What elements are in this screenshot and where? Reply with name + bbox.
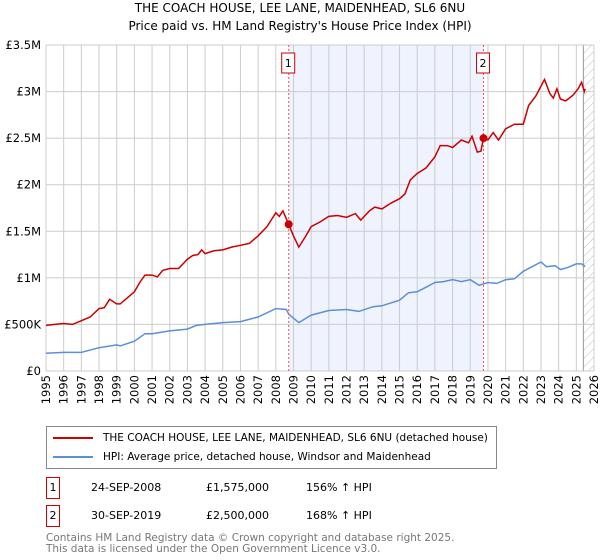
sale-label-box [476,52,491,74]
shaded-ownership-period [288,45,484,371]
x-tick-label: 2005 [216,375,230,404]
x-tick-label: 2010 [304,375,318,404]
x-tick-label: 1997 [74,375,88,404]
price-chart: 1 2 £0 £500K £1M £1.5M £2M £2.5M £3M £3.5M 1995 199… [4,38,600,404]
x-tick-label: 2021 [499,375,513,404]
chart-subtitle: Price paid vs. HM Land Registry's House … [128,19,472,33]
x-tick-label: 2000 [127,375,141,404]
x-tick-label: 2013 [357,375,371,404]
x-tick-label: 1999 [110,375,124,404]
sale-price: £1,575,000 [206,481,269,494]
y-tick-label: £2.5M [5,131,41,145]
x-tick-label: 1995 [39,375,53,404]
x-tick-label: 2020 [481,375,495,404]
x-tick-label: 2025 [569,375,583,404]
chart-legend: THE COACH HOUSE, LEE LANE, MAIDENHEAD, S… [46,426,497,469]
x-tick-label: 2011 [322,375,336,404]
x-tick-label: 2017 [428,375,442,404]
sale-date: 30-SEP-2019 [91,509,162,522]
x-tick-label: 2004 [198,375,212,404]
x-tick-label: 2009 [286,375,300,404]
chart-title: THE COACH HOUSE, LEE LANE, MAIDENHEAD, S… [134,1,466,15]
hpi-line [45,261,586,355]
property-price-line [45,77,586,327]
x-tick-label: 1996 [57,375,71,404]
x-tick-label: 1998 [92,375,106,404]
x-tick-label: 2018 [446,375,460,404]
hatched-future-region [583,45,594,371]
sale-point [284,220,293,229]
sale-hpi-change: 168% ↑ HPI [306,509,372,522]
y-tick-label: £2M [16,178,41,192]
y-tick-label: £1M [16,271,41,285]
legend-label-hpi: HPI: Average price, detached house, Wind… [103,451,431,463]
x-tick-label: 2008 [269,375,283,404]
y-tick-label: £0 [26,364,41,378]
sale-number-badge: 2 [46,505,60,527]
sale-point [479,134,488,143]
x-tick-label: 2003 [180,375,194,404]
sale-number-badge: 1 [46,477,60,499]
y-tick-label: £3M [16,85,41,99]
x-tick-label: 2016 [410,375,424,404]
x-tick-label: 2014 [375,375,389,404]
y-tick-label: £500K [4,317,41,331]
sale-label-box [281,52,296,74]
x-tick-label: 2002 [163,375,177,404]
legend-item-hpi: HPI: Average price, detached house, Wind… [53,449,431,465]
x-tick-label: 2001 [145,375,159,404]
legend-swatch-red [53,437,93,439]
legend-label-property: THE COACH HOUSE, LEE LANE, MAIDENHEAD, S… [103,432,488,444]
y-tick-label: £3.5M [5,38,41,52]
footer-copyright: Contains HM Land Registry data © Crown c… [46,532,455,544]
y-tick-label: £1.5M [5,224,41,238]
x-tick-label: 2015 [393,375,407,404]
legend-swatch-blue [53,456,93,458]
x-tick-label: 2019 [463,375,477,404]
sale-label: 1 [285,57,292,70]
footer-licence: This data is licensed under the Open Gov… [46,543,381,555]
x-tick-label: 2012 [340,375,354,404]
x-tick-label: 2024 [552,375,566,404]
x-tick-label: 2007 [251,375,265,404]
sale-hpi-change: 156% ↑ HPI [306,481,372,494]
sale-price: £2,500,000 [206,509,269,522]
legend-item-property: THE COACH HOUSE, LEE LANE, MAIDENHEAD, S… [53,430,488,446]
sale-label: 2 [480,57,487,70]
x-tick-label: 2023 [534,375,548,404]
x-tick-label: 2022 [516,375,530,404]
x-tick-label: 2026 [587,375,600,404]
sale-date: 24-SEP-2008 [91,481,162,494]
x-tick-label: 2006 [233,375,247,404]
